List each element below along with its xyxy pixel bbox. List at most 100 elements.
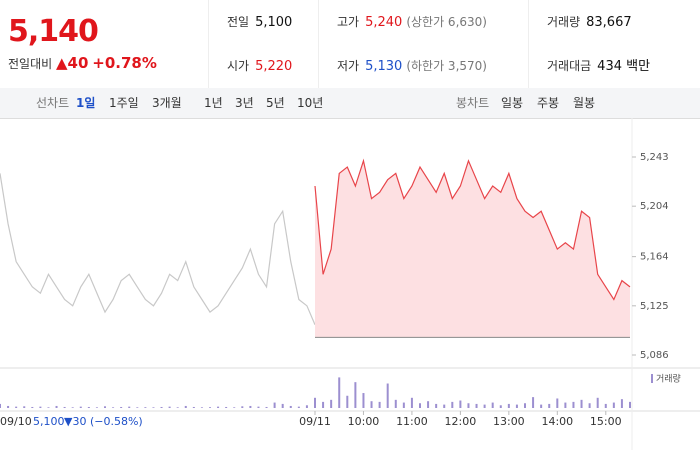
prev-close: 5,100: [33, 415, 65, 428]
info-extra: (하한가 3,570): [406, 59, 487, 73]
volume-bar: [249, 405, 252, 408]
info-value: 5,220: [255, 59, 293, 74]
volume-bar: [112, 407, 115, 408]
info-row: 시가 5,220 저가 5,130 (하한가 3,570) 거래대금 434 백만: [208, 44, 700, 88]
volume-bar: [71, 407, 74, 408]
tab[interactable]: 10년: [297, 96, 324, 110]
volume-bar: [410, 397, 413, 408]
volume-bar: [322, 401, 325, 408]
volume-bar: [588, 403, 591, 408]
tab[interactable]: 1주일: [109, 96, 139, 110]
volume-bar: [200, 407, 203, 408]
info-cell: 전일 5,100: [208, 0, 292, 44]
volume-bar: [467, 403, 470, 408]
volume-bar: [629, 401, 631, 408]
change-rate: +0.78%: [92, 54, 157, 72]
volume-bar: [540, 404, 543, 408]
tab-group-label: 봉차트: [456, 96, 490, 110]
info-value: 5,100: [255, 15, 293, 30]
volume-bar: [281, 403, 284, 408]
tab[interactable]: 일봉: [501, 96, 524, 110]
volume-bar: [31, 406, 34, 408]
tab[interactable]: 1년: [204, 96, 223, 110]
info-cell: 거래량 83,667: [528, 0, 632, 44]
volume-bar: [225, 406, 228, 408]
volume-bar: [499, 405, 502, 408]
volume-bar: [273, 402, 276, 408]
volume-bar: [0, 403, 1, 408]
volume-bar: [152, 407, 155, 408]
volume-bar: [241, 406, 244, 408]
area: [315, 160, 630, 338]
volume-bar: [524, 403, 526, 408]
volume-bar: [394, 399, 397, 408]
info-value: 5,240: [365, 15, 403, 30]
info-label: 고가: [337, 15, 360, 29]
volume-bar: [176, 407, 179, 408]
tab[interactable]: 3년: [235, 96, 254, 110]
y-tick-label: 5,204: [640, 201, 669, 212]
volume-bar: [419, 403, 421, 408]
volume-bar: [192, 406, 195, 408]
tab[interactable]: 주봉: [537, 96, 560, 110]
volume-bar: [507, 403, 510, 408]
volume-bar: [354, 382, 357, 408]
y-tick-label: 5,125: [640, 301, 669, 312]
x-tick-label: 14:00: [541, 415, 573, 428]
volume-bar: [475, 403, 478, 408]
volume-bar: [532, 397, 535, 408]
change-label: 전일대비: [8, 57, 53, 71]
volume-bar: [483, 404, 486, 408]
volume-bar: [362, 393, 365, 408]
volume-bar: [435, 403, 438, 408]
volume-bar: [297, 406, 300, 408]
volume-bar: [79, 406, 82, 408]
info-cell: 고가 5,240 (상한가 6,630): [318, 0, 487, 44]
tab-group-label: 선차트: [36, 96, 70, 110]
volume-bar: [556, 398, 559, 408]
tab[interactable]: 1일: [76, 96, 96, 110]
price-line: [0, 173, 316, 325]
quote-header: 5,140 전일대비 ▲40 +0.78% 전일 5,100 고가 5,240 (상한가…: [0, 0, 700, 89]
x-tick-label: 11:00: [396, 415, 428, 428]
tab[interactable]: 3개월: [152, 96, 182, 110]
info-label: 저가: [337, 59, 360, 73]
volume-bar: [55, 405, 58, 408]
info-value: 83,667: [586, 15, 632, 30]
volume-bar: [7, 405, 10, 408]
info-value: 5,130: [365, 59, 403, 74]
legend-swatch: [651, 374, 653, 383]
volume-bar: [63, 406, 66, 408]
tab[interactable]: 월봉: [573, 96, 596, 110]
legend-label: 거래량: [656, 373, 681, 385]
volume-bar: [120, 406, 123, 408]
info-label: 거래량: [547, 15, 581, 29]
volume-bar: [402, 402, 405, 408]
volume-bar: [346, 395, 349, 408]
volume-bar: [459, 400, 462, 408]
volume-bar: [427, 401, 430, 408]
volume-bar: [217, 406, 220, 408]
info-label: 전일: [227, 15, 250, 29]
tab[interactable]: 5년: [266, 96, 285, 110]
volume-bar: [564, 402, 567, 408]
volume-bar: [184, 405, 187, 408]
period-tabs: 선차트 1일 1주일 3개월 1년 3년 5년 10년 봉차트 일봉 주봉 월봉: [0, 88, 700, 119]
volume-bar: [23, 406, 26, 408]
chart: 5,086 5,125 5,164 5,204 5,243 09/11 10:00 11:00…: [0, 118, 700, 450]
volume-bar: [168, 406, 171, 408]
price-box: 5,140 전일대비 ▲40 +0.78%: [0, 0, 209, 88]
volume-bar: [515, 404, 518, 408]
change: 전일대비 ▲40 +0.78%: [8, 54, 157, 72]
volume-bar: [160, 406, 163, 408]
volume-bar: [289, 405, 292, 408]
volume-bar: [378, 401, 381, 408]
x-tick-label: 15:00: [590, 415, 622, 428]
volume-bar: [314, 397, 316, 408]
volume-bar: [443, 404, 446, 408]
volume-bar: [491, 402, 494, 408]
volume-bar: [144, 407, 147, 408]
info-cell: 저가 5,130 (하한가 3,570): [318, 44, 487, 88]
volume-bar: [451, 401, 454, 408]
